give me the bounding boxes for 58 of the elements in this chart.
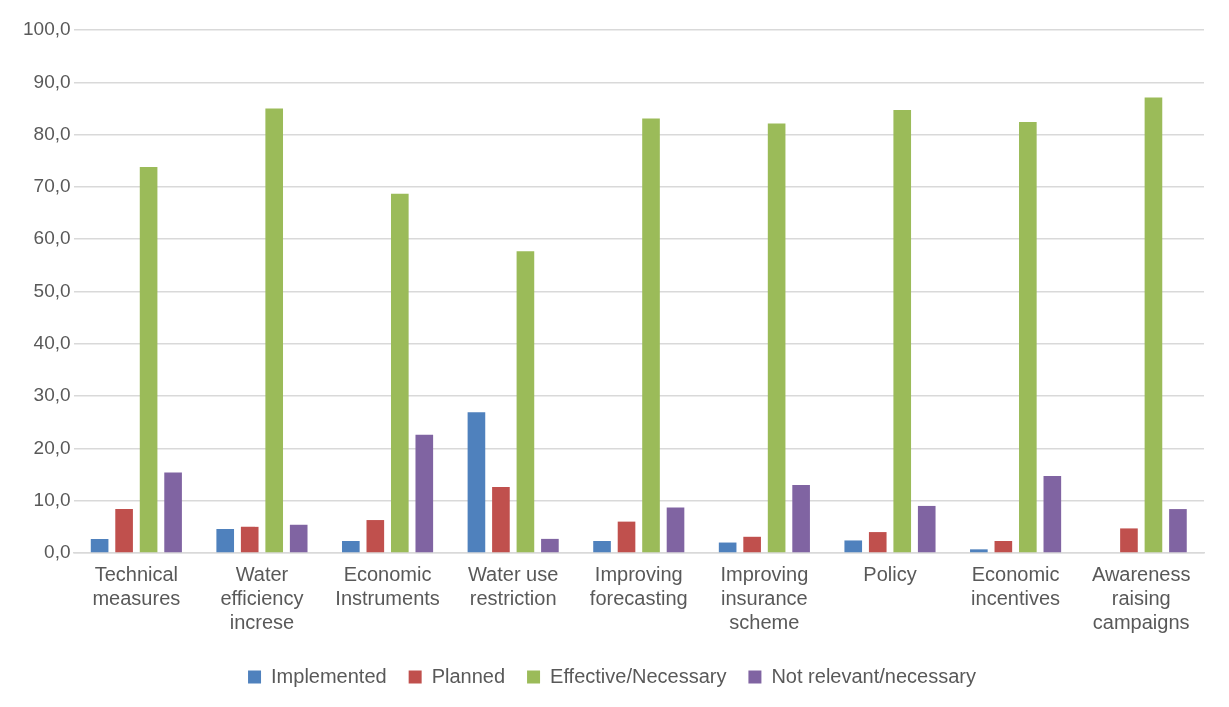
bar <box>90 538 109 553</box>
bar <box>139 167 158 553</box>
bar <box>1144 97 1163 553</box>
bar <box>767 123 786 553</box>
x-tick-label: Improving insurance scheme <box>720 562 809 633</box>
x-tick-label: Economic incentives <box>971 562 1061 609</box>
y-tick-label: 90,0 <box>33 70 71 92</box>
y-tick-label: 50,0 <box>33 279 71 301</box>
y-tick-label: 0,0 <box>44 541 71 563</box>
x-tick-label: Improving forecasting <box>589 562 688 609</box>
y-tick-label: 30,0 <box>33 384 71 406</box>
bar <box>216 528 235 553</box>
x-tick-label: Awareness raising campaigns <box>1091 562 1191 633</box>
legend-label: Effective/Necessary <box>550 664 727 687</box>
bar <box>844 540 863 553</box>
x-tick-label: Policy <box>863 562 917 585</box>
bar <box>390 193 409 553</box>
bar <box>240 526 259 553</box>
y-tick-label: 70,0 <box>33 175 71 197</box>
bar <box>642 118 660 553</box>
bar <box>994 540 1013 553</box>
bar <box>541 538 559 553</box>
y-tick-label: 60,0 <box>33 227 71 249</box>
y-tick-label: 10,0 <box>33 488 71 510</box>
bar <box>1043 476 1062 553</box>
bar <box>593 540 611 553</box>
bar <box>492 487 510 553</box>
bar <box>743 536 761 553</box>
bar <box>467 412 486 553</box>
x-tick-label: Water use restriction <box>467 562 559 609</box>
legend-label: Not relevant/necessary <box>771 664 976 687</box>
legend-label: Implemented <box>271 664 387 687</box>
y-tick-label: 20,0 <box>33 436 71 458</box>
bar <box>666 507 685 553</box>
x-tick-label: Water efficiency increse <box>220 562 304 633</box>
bar <box>342 540 360 553</box>
bar <box>868 532 887 553</box>
bar <box>1120 528 1138 553</box>
bar <box>1169 509 1187 553</box>
y-tick-label: 80,0 <box>33 122 71 144</box>
bar <box>917 505 936 553</box>
bar <box>164 472 182 553</box>
bar <box>115 509 133 553</box>
bar <box>970 549 988 553</box>
x-tick-label: Technical measures <box>92 562 181 609</box>
bar <box>289 524 308 553</box>
y-tick-label: 40,0 <box>33 332 71 354</box>
bar <box>617 521 636 553</box>
y-tick-label: 100,0 <box>23 18 71 40</box>
x-tick-label: Economic Instruments <box>335 562 440 609</box>
bar <box>1019 122 1037 553</box>
legend-label: Planned <box>431 664 506 687</box>
bar <box>792 485 810 553</box>
bar <box>516 251 535 553</box>
bar <box>415 434 434 553</box>
bar <box>893 110 912 553</box>
bar <box>366 520 385 553</box>
bar <box>265 108 284 553</box>
